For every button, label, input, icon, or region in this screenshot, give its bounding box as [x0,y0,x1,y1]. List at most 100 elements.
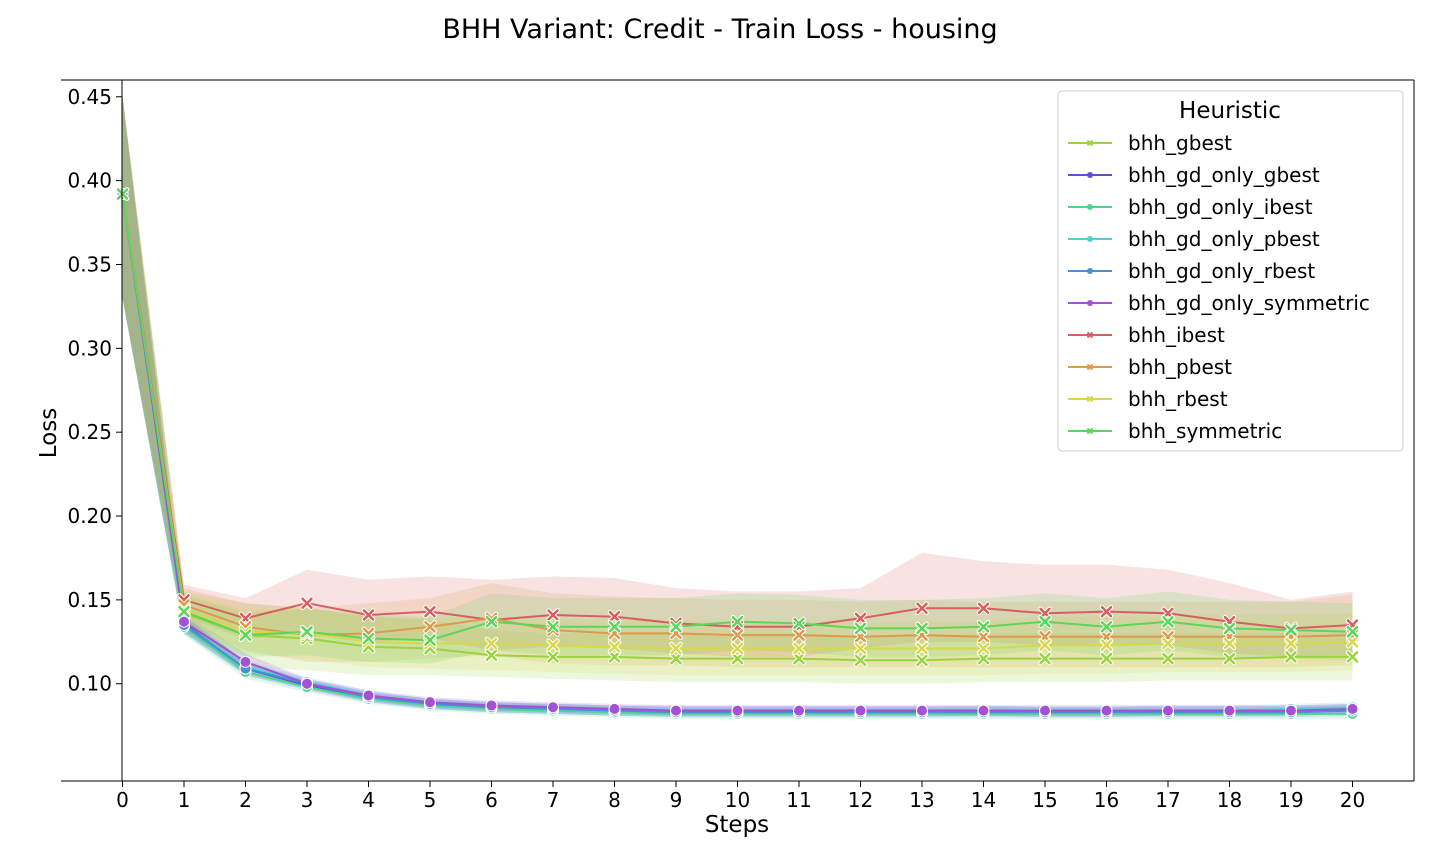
point-bhh-gd-only-symmetric [485,699,498,712]
point-bhh-symmetric [177,604,191,619]
point-bhh-gd-only-symmetric [1346,702,1359,715]
band-bhh-gd-only-symmetric [122,96,1353,716]
point-bhh-ibest [300,596,314,610]
point-bhh-gd-only-symmetric [608,702,621,715]
point-bhh-ibest [607,609,622,624]
x-tick-label: 10 [725,788,750,812]
point-bhh-gbest [915,653,929,668]
point-bhh-symmetric [300,624,314,639]
y-tick-label: 0.30 [67,336,112,360]
point-bhh-gbest [976,651,991,666]
point-bhh-rbest [484,636,499,651]
legend-marker [1086,139,1094,147]
point-bhh-gd-only-symmetric [1285,704,1297,717]
point-bhh-gd-only-symmetric [1100,704,1113,717]
point-bhh-symmetric [546,619,560,634]
point-bhh-rbest [792,641,806,656]
point-bhh-rbest [1161,636,1175,651]
point-bhh-ibest [976,601,991,616]
point-bhh-gd-only-symmetric [916,704,928,717]
point-bhh-gd-only-symmetric [178,615,190,628]
legend-marker [1086,331,1094,339]
point-bhh-gbest [1222,651,1237,666]
x-tick-label: 0 [116,788,129,812]
legend-item-bhh-gd-only-gbest: bhh_gd_only_gbest [1068,163,1320,187]
legend: Heuristic bhh_gbestbhh_gd_only_gbestbhh_… [1057,90,1404,452]
legend-marker [1087,236,1093,242]
x-tick-label: 11 [786,788,811,812]
legend-label: bhh_gd_only_symmetric [1128,291,1370,315]
point-bhh-symmetric [1161,614,1175,629]
point-bhh-rbest [1345,635,1360,649]
point-bhh-rbest [730,641,745,656]
point-bhh-gd-only-symmetric [362,689,375,702]
point-bhh-symmetric [853,621,868,636]
point-bhh-pbest [792,628,806,642]
band-bhh-pbest [122,96,1353,668]
x-tick-label: 7 [547,788,560,812]
point-bhh-gd-only-symmetric [301,677,313,690]
point-bhh-ibest [1099,604,1114,619]
point-bhh-ibest [853,611,868,626]
legend-label: bhh_gbest [1128,131,1232,155]
x-tick-label: 17 [1155,788,1180,812]
x-tick-label: 16 [1094,788,1119,812]
point-bhh-gd-only-symmetric [793,704,805,717]
band-bhh-symmetric [122,96,1353,664]
x-tick-label: 3 [301,788,314,812]
point-bhh-gbest [1099,651,1114,666]
point-bhh-rbest [1284,636,1298,651]
x-tick-label: 5 [424,788,437,812]
y-tick-label: 0.25 [67,420,112,444]
band-bhh-ibest [122,96,1353,657]
point-bhh-symmetric [1038,614,1052,629]
legend-item-bhh-gd-only-rbest: bhh_gd_only_rbest [1068,259,1315,283]
point-bhh-ibest [915,601,929,616]
point-bhh-pbest [423,619,437,634]
point-bhh-symmetric [669,619,683,634]
legend-marker [1086,395,1094,403]
y-tick-label: 0.35 [67,252,112,276]
point-bhh-ibest [546,608,560,622]
y-axis-label: Loss [36,408,62,458]
legend-marker [1087,172,1093,178]
x-tick-label: 15 [1032,788,1057,812]
point-bhh-gbest [546,650,560,664]
y-tick-label: 0.20 [67,504,112,528]
point-bhh-gbest [1345,650,1360,664]
legend-item-bhh-gd-only-ibest: bhh_gd_only_ibest [1068,195,1313,219]
point-bhh-gbest [1038,651,1052,666]
point-bhh-symmetric [423,633,437,647]
x-tick-label: 19 [1278,788,1303,812]
legend-item-bhh-gbest: bhh_gbest [1068,131,1232,155]
point-bhh-rbest [915,641,929,656]
point-bhh-gbest [1284,650,1298,664]
point-bhh-symmetric [1284,623,1298,637]
point-bhh-gbest [1161,651,1175,666]
point-bhh-gd-only-symmetric [1223,704,1236,717]
point-bhh-gd-only-symmetric [239,655,252,668]
point-bhh-rbest [1222,636,1237,651]
legend-label: bhh_gd_only_gbest [1128,163,1320,187]
point-bhh-symmetric [1222,621,1237,636]
point-bhh-symmetric [1345,624,1360,639]
y-tick-label: 0.15 [67,588,112,612]
legend-label: bhh_gd_only_pbest [1128,227,1320,251]
y-tick-label: 0.10 [67,672,112,696]
legend-label: bhh_ibest [1128,323,1225,347]
legend-item-bhh-ibest: bhh_ibest [1068,323,1225,347]
legend-label: bhh_symmetric [1128,419,1282,443]
point-bhh-pbest [730,628,745,642]
point-bhh-symmetric [1099,619,1114,634]
y-tick-label: 0.45 [67,85,112,109]
legend-label: bhh_pbest [1128,355,1232,379]
point-bhh-rbest [976,641,991,656]
point-bhh-pbest [976,630,991,644]
chart-title: BHH Variant: Credit - Train Loss - housi… [442,14,997,45]
y-ticks: 0.10 0.15 0.20 0.25 0.30 0.35 0.40 0.45 [67,85,122,696]
point-bhh-gd-only-symmetric [670,704,682,717]
point-bhh-gbest [730,651,745,666]
point-bhh-ibest [423,604,437,619]
legend-item-bhh-gd-only-pbest: bhh_gd_only_pbest [1068,227,1320,251]
